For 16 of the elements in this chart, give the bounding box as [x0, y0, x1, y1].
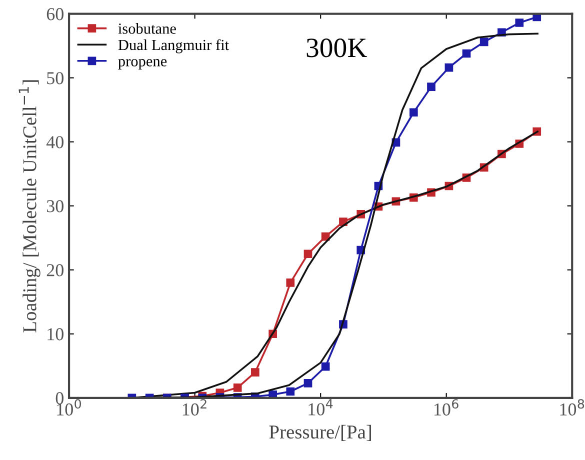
- legend-label: isobutane: [118, 23, 176, 34]
- annotation: 300K: [306, 38, 367, 58]
- y-tick-label: 30: [46, 200, 64, 212]
- y-tick-label: 20: [46, 264, 64, 276]
- y-tick-label: 10: [48, 328, 64, 340]
- legend-label: propene: [118, 59, 167, 70]
- y-tick-label: 60: [46, 8, 64, 20]
- y-tick-label: 50: [47, 72, 64, 84]
- x-tick-label: 10$^{8}$: [560, 399, 584, 416]
- x-axis-title: Pressure/[Pa]: [269, 424, 371, 442]
- x-tick-label: 10$^{6}$: [434, 399, 458, 416]
- y-axis-title: Loading/ [Molecule UnitCell$^{−1}$]: [18, 80, 40, 332]
- x-tick-label: 10$^{4}$: [308, 399, 333, 416]
- legend-label: Dual Langmuir fit: [118, 39, 229, 54]
- x-tick-label: 10$^{2}$: [182, 399, 206, 416]
- y-tick-label: 40: [46, 136, 64, 148]
